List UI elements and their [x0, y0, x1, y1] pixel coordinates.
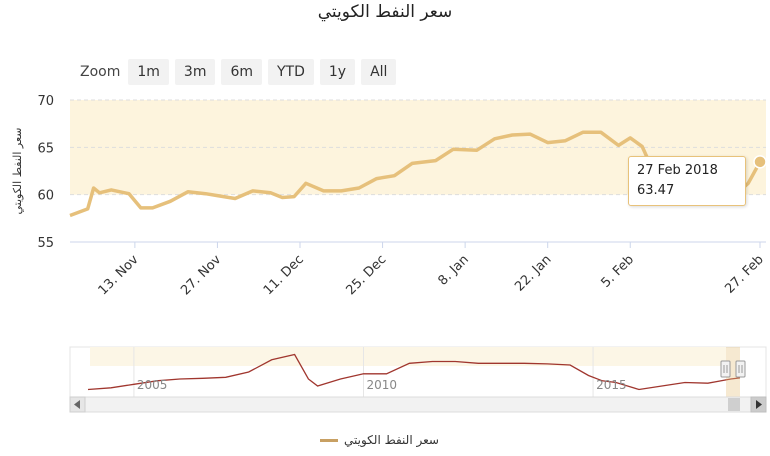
price-chart: 55 60 65 70 سعر النفط الكويتي 13. Nov 27. No… — [11, 94, 767, 413]
zoom-1m-button[interactable]: 1m — [128, 59, 169, 85]
legend-line-icon — [320, 438, 338, 442]
navigator-selection-band — [90, 347, 726, 366]
x-tick-label: 5. Feb — [599, 252, 638, 291]
x-tick-label: 27. Nov — [178, 252, 224, 298]
navigator-tick-label: 2015 — [596, 378, 627, 392]
legend[interactable]: سعر النفط الكويتي — [320, 430, 439, 450]
x-axis: 13. Nov 27. Nov 11. Dec 25. Dec 8. Jan 22. Ja… — [96, 242, 767, 298]
navigator-handle-left[interactable] — [720, 360, 731, 378]
navigator-handle-right[interactable] — [735, 360, 746, 378]
navigator-tick-label: 2005 — [137, 378, 168, 392]
y-axis: 55 60 65 70 — [37, 94, 54, 251]
navigator[interactable]: 2005 2010 2015 — [69, 346, 767, 398]
scrollbar-track[interactable] — [69, 396, 767, 413]
y-axis-label: سعر النفط الكويتي — [11, 127, 24, 214]
zoom-all-button[interactable]: All — [361, 59, 397, 85]
zoom-label: Zoom — [80, 64, 121, 80]
x-tick-label: 22. Jan — [512, 252, 554, 294]
y-tick-label: 70 — [37, 94, 54, 109]
y-tick-label: 55 — [37, 236, 54, 251]
navigator-axis: 2005 2010 2015 — [137, 378, 627, 392]
navigator-tick-label: 2010 — [366, 378, 397, 392]
y-tick-label: 60 — [37, 189, 54, 204]
x-tick-label: 8. Jan — [435, 252, 471, 288]
x-tick-label: 25. Dec — [343, 252, 389, 298]
scrollbar-thumb[interactable] — [728, 398, 740, 411]
legend-label[interactable]: سعر النفط الكويتي — [344, 433, 439, 447]
chart-title: سعر النفط الكويتي — [317, 2, 453, 22]
x-tick-label: 27. Feb — [722, 252, 766, 296]
tooltip-date: 27 Feb 2018 — [637, 163, 718, 178]
series-line[interactable] — [69, 130, 762, 218]
zoom-bar: Zoom 1m 3m 6m YTD 1y All — [80, 58, 397, 86]
x-tick-label: 13. Nov — [96, 252, 142, 298]
navigator-grid — [133, 347, 594, 397]
hover-point[interactable] — [753, 155, 767, 169]
y-tick-label: 65 — [37, 141, 54, 156]
arrow-left-icon — [74, 400, 80, 409]
scrollbar[interactable] — [69, 396, 767, 413]
zoom-6m-button[interactable]: 6m — [221, 59, 262, 85]
x-tick-label: 11. Dec — [261, 252, 307, 298]
navigator-series-line — [87, 353, 741, 391]
tooltip-value: 63.47 — [637, 183, 675, 198]
zoom-ytd-button[interactable]: YTD — [268, 59, 314, 85]
series-group — [69, 130, 767, 218]
navigator-selected-range[interactable] — [726, 347, 740, 397]
tooltip: 27 Feb 2018 63.47 — [628, 156, 746, 206]
arrow-right-icon — [756, 400, 762, 409]
navigator-series — [87, 353, 741, 391]
zoom-3m-button[interactable]: 3m — [174, 59, 216, 85]
zoom-1y-button[interactable]: 1y — [319, 59, 356, 85]
